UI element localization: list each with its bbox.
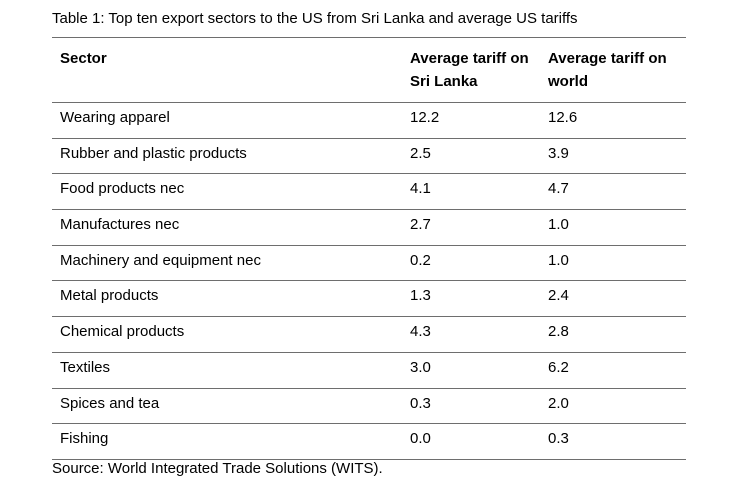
table-body: Wearing apparel 12.2 12.6 Rubber and pla…: [52, 102, 686, 460]
header-world: Average tariff on world: [548, 37, 686, 103]
cell-sector: Food products nec: [52, 173, 410, 211]
cell-sector: Manufactures nec: [52, 209, 410, 246]
cell-sector: Textiles: [52, 352, 410, 389]
cell-world: 3.9: [548, 138, 686, 175]
header-sector: Sector: [52, 37, 410, 103]
cell-sri-lanka: 4.3: [410, 316, 548, 353]
cell-sector: Machinery and equipment nec: [52, 245, 410, 282]
cell-sri-lanka: 2.7: [410, 209, 548, 246]
source-note: Source: World Integrated Trade Solutions…: [52, 460, 383, 477]
header-world-line1: Average tariff on: [548, 50, 667, 67]
cell-sri-lanka: 0.2: [410, 245, 548, 282]
table-row: Spices and tea 0.3 2.0: [52, 388, 686, 425]
header-sri-lanka-line1: Average tariff on: [410, 50, 529, 67]
cell-sector: Rubber and plastic products: [52, 138, 410, 175]
cell-sector: Metal products: [52, 280, 410, 318]
cell-world: 2.4: [548, 280, 686, 318]
table-row: Manufactures nec 2.7 1.0: [52, 209, 686, 246]
header-sri-lanka: Average tariff on Sri Lanka: [410, 37, 548, 103]
cell-world: 4.7: [548, 173, 686, 211]
table-row: Food products nec 4.1 4.7: [52, 173, 686, 211]
table-row: Fishing 0.0 0.3: [52, 423, 686, 460]
table-row: Textiles 3.0 6.2: [52, 352, 686, 389]
tariff-table: Sector Average tariff on Sri Lanka Avera…: [52, 37, 686, 460]
cell-sri-lanka: 0.3: [410, 388, 548, 425]
cell-sector: Fishing: [52, 423, 410, 460]
cell-world: 2.8: [548, 316, 686, 353]
table-row: Rubber and plastic products 2.5 3.9: [52, 138, 686, 175]
header-sri-lanka-line2: Sri Lanka: [410, 73, 478, 90]
cell-sri-lanka: 3.0: [410, 352, 548, 389]
cell-sri-lanka: 4.1: [410, 173, 548, 211]
cell-sector: Wearing apparel: [52, 102, 410, 139]
cell-sri-lanka: 0.0: [410, 423, 548, 460]
table-header: Sector Average tariff on Sri Lanka Avera…: [52, 37, 686, 103]
table-row: Metal products 1.3 2.4: [52, 280, 686, 318]
header-world-line2: world: [548, 73, 588, 90]
cell-sri-lanka: 12.2: [410, 102, 548, 139]
header-row: Sector Average tariff on Sri Lanka Avera…: [52, 37, 686, 103]
cell-sector: Spices and tea: [52, 388, 410, 425]
cell-sri-lanka: 1.3: [410, 280, 548, 318]
cell-sector: Chemical products: [52, 316, 410, 353]
table-row: Wearing apparel 12.2 12.6: [52, 102, 686, 139]
cell-world: 12.6: [548, 102, 686, 139]
cell-world: 6.2: [548, 352, 686, 389]
cell-world: 1.0: [548, 245, 686, 282]
table-caption: Table 1: Top ten export sectors to the U…: [52, 10, 578, 27]
cell-world: 0.3: [548, 423, 686, 460]
table-row: Machinery and equipment nec 0.2 1.0: [52, 245, 686, 282]
cell-sri-lanka: 2.5: [410, 138, 548, 175]
cell-world: 1.0: [548, 209, 686, 246]
table-row: Chemical products 4.3 2.8: [52, 316, 686, 353]
cell-world: 2.0: [548, 388, 686, 425]
